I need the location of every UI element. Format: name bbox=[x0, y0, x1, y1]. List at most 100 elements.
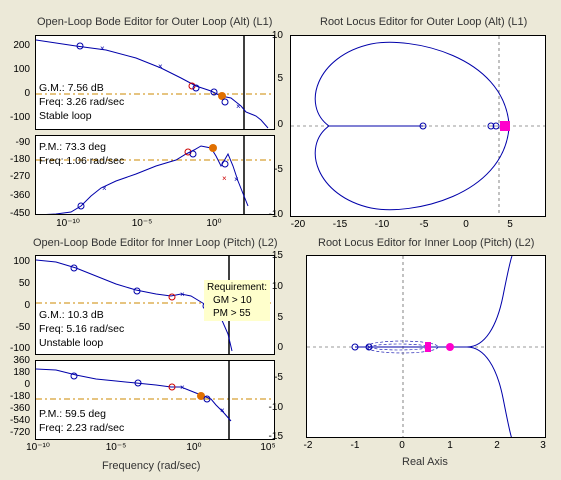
bode-inner-mag-ytick: 0 bbox=[24, 300, 30, 311]
zero-marker bbox=[77, 202, 85, 210]
phase-marker bbox=[209, 144, 217, 152]
bode-outer-phase-ytick: -450 bbox=[9, 208, 30, 219]
bode-outer-mag-svg: × × × bbox=[36, 36, 274, 129]
phase-marker bbox=[197, 392, 205, 400]
zero-marker bbox=[487, 122, 495, 130]
rlocus-inner-ytick: 5 bbox=[277, 312, 283, 323]
bode-inner-phase-ytick: 180 bbox=[13, 367, 30, 378]
bode-outer-xtick: 10⁻⁵ bbox=[131, 218, 153, 229]
rlocus-outer-xtick: -15 bbox=[332, 219, 348, 230]
zero-marker bbox=[189, 150, 197, 158]
rlocus-inner-xlabel: Real Axis bbox=[402, 456, 448, 468]
bode-outer-title: Open-Loop Bode Editor for Outer Loop (Al… bbox=[37, 16, 273, 28]
bode-outer-phase-ytick: -180 bbox=[9, 154, 30, 165]
zero-marker bbox=[203, 395, 211, 403]
rlocus-inner-xtick: 3 bbox=[540, 440, 546, 451]
rlocus-outer-ytick: 0 bbox=[277, 119, 283, 130]
bode-inner-phase-svg: × × bbox=[36, 361, 274, 439]
rlocus-inner-xtick: 2 bbox=[494, 440, 500, 451]
locus-branch-upper bbox=[355, 256, 513, 348]
zero-marker bbox=[492, 122, 500, 130]
zero-marker bbox=[70, 264, 78, 272]
zero-marker bbox=[351, 343, 359, 351]
pole-marker: × bbox=[102, 184, 107, 193]
zero-marker bbox=[168, 383, 176, 391]
pole-marker: × bbox=[180, 383, 185, 392]
bode-inner-phase-ytick: -720 bbox=[9, 427, 30, 438]
bode-outer-pm-text: P.M.: 73.3 deg Freq: 1.06 rad/sec bbox=[39, 141, 125, 167]
bode-outer-mag-ytick: 100 bbox=[13, 64, 30, 75]
zero-marker bbox=[188, 82, 196, 90]
bode-inner-phase-plot[interactable]: × × P.M.: 59.5 deg Freq: 2.23 rad/sec bbox=[35, 360, 275, 440]
rlocus-outer-xtick: 5 bbox=[507, 219, 513, 230]
bode-inner-xtick: 10⁻⁵ bbox=[105, 442, 127, 453]
bode-inner-phase-ytick: 0 bbox=[24, 379, 30, 390]
rlocus-inner-ytick: -5 bbox=[274, 372, 283, 383]
bode-inner-pm-text: P.M.: 59.5 deg Freq: 2.23 rad/sec bbox=[39, 408, 125, 434]
zero-marker bbox=[221, 98, 229, 106]
bode-outer-mag-ytick: -100 bbox=[9, 112, 30, 123]
rlocus-outer-plot[interactable] bbox=[290, 35, 546, 217]
pole-marker: × bbox=[220, 406, 225, 415]
rlocus-outer-ytick: -5 bbox=[274, 164, 283, 175]
zero-marker bbox=[221, 160, 229, 168]
bode-inner-phase-ytick: -540 bbox=[9, 415, 30, 426]
zero-marker bbox=[365, 343, 373, 351]
rlocus-outer-xtick: -20 bbox=[290, 219, 306, 230]
locus-branch-lower bbox=[466, 346, 512, 437]
bode-outer-phase-ytick: -270 bbox=[9, 171, 30, 182]
bode-inner-gm-text: G.M.: 10.3 dB Freq: 5.16 rad/sec Unstabl… bbox=[39, 309, 125, 349]
rlocus-outer-xtick: -10 bbox=[374, 219, 390, 230]
bode-inner-mag-ytick: -100 bbox=[9, 343, 30, 354]
bode-outer-mag-ytick: 200 bbox=[13, 40, 30, 51]
bode-outer-mag-ytick: 0 bbox=[24, 88, 30, 99]
gain-marker bbox=[218, 92, 226, 100]
bode-inner-mag-ytick: -50 bbox=[15, 322, 30, 333]
bode-inner-mag-ytick: 100 bbox=[13, 256, 30, 267]
zero-marker bbox=[192, 84, 200, 92]
rlocus-inner-xtick: 0 bbox=[399, 440, 405, 451]
rlocus-inner-ytick: -10 bbox=[268, 402, 283, 413]
closed-loop-pole-marker bbox=[425, 342, 431, 352]
bode-inner-magnitude-plot[interactable]: × G.M.: 10.3 dB Freq: 5.16 rad/sec Unsta… bbox=[35, 255, 275, 355]
bode-inner-phase-ytick: 360 bbox=[13, 355, 30, 366]
bode-inner-xtick: 10⁻¹⁰ bbox=[26, 442, 50, 453]
rlocus-inner-svg: × bbox=[307, 256, 545, 437]
rlocus-inner-plot[interactable]: × bbox=[306, 255, 546, 438]
rlocus-inner-ytick: -15 bbox=[268, 431, 283, 442]
rlocus-inner-xtick: -2 bbox=[303, 440, 313, 451]
bode-outer-magnitude-plot[interactable]: × × × G.M.: 7.56 dB Freq: 3.26 rad/sec S… bbox=[35, 35, 275, 130]
rlocus-outer-ytick: -10 bbox=[268, 209, 283, 220]
rlocus-inner-xtick: 1 bbox=[447, 440, 453, 451]
pole-marker: × bbox=[367, 343, 372, 352]
pole-marker: × bbox=[100, 44, 105, 53]
zero-marker bbox=[168, 293, 176, 301]
zero-marker bbox=[76, 42, 84, 50]
rlocus-inner-ytick: 10 bbox=[271, 281, 283, 292]
rlocus-outer-ytick: 5 bbox=[277, 73, 283, 84]
rlocus-outer-svg bbox=[291, 36, 545, 216]
zero-marker bbox=[134, 379, 142, 387]
pole-marker: × bbox=[222, 174, 227, 183]
zero-marker bbox=[419, 122, 427, 130]
bode-outer-xtick: 10⁻¹⁰ bbox=[56, 218, 80, 229]
rlocus-outer-xtick: -5 bbox=[419, 219, 429, 230]
pole-marker: × bbox=[180, 290, 185, 299]
pole-marker: × bbox=[158, 62, 163, 71]
bode-inner-xtick: 10⁵ bbox=[260, 442, 276, 453]
bode-inner-xtick: 10⁰ bbox=[186, 442, 202, 453]
bode-inner-phase-ytick: -360 bbox=[9, 403, 30, 414]
zero-marker bbox=[210, 88, 218, 96]
pole-marker: × bbox=[236, 102, 241, 111]
bode-outer-phase-svg: × × × bbox=[36, 136, 274, 214]
closed-loop-pole-marker bbox=[501, 122, 509, 130]
bode-outer-gm-text: G.M.: 7.56 dB Freq: 3.26 rad/sec Stable … bbox=[39, 82, 125, 122]
zero-marker bbox=[133, 287, 141, 295]
bode-outer-phase-ytick: -360 bbox=[9, 190, 30, 201]
bode-outer-phase-plot[interactable]: × × × P.M.: 73.3 deg Freq: 1.06 rad/sec bbox=[35, 135, 275, 215]
zero-marker bbox=[70, 372, 78, 380]
bode-inner-mag-ytick: 50 bbox=[18, 278, 30, 289]
rlocus-outer-title: Root Locus Editor for Outer Loop (Alt) (… bbox=[320, 16, 528, 28]
rlocus-inner-xtick: -1 bbox=[350, 440, 360, 451]
requirement-tooltip: Requirement: GM > 10 PM > 55 bbox=[204, 280, 271, 321]
